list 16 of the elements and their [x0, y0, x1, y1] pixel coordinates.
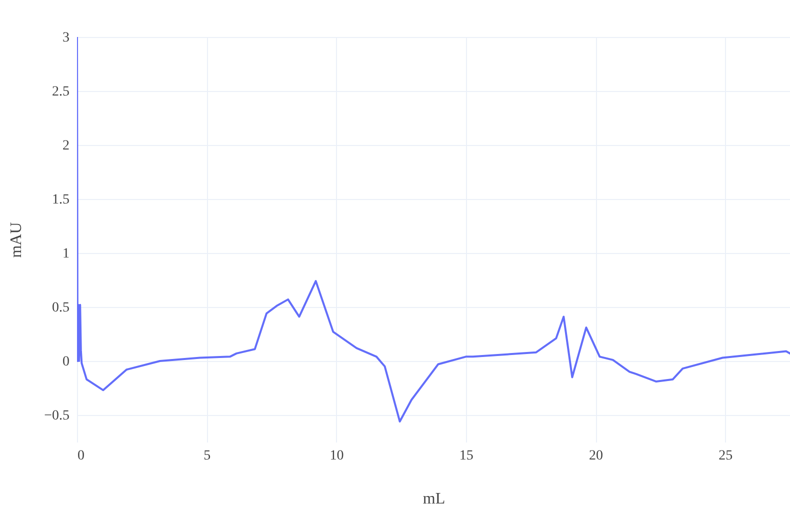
x-axis-title: mL	[422, 490, 446, 508]
y-axis-title: mAU	[8, 222, 26, 258]
x-tick-label: 25	[718, 448, 733, 464]
x-tick-label: 15	[459, 448, 474, 464]
y-tick-label: 2.5	[52, 84, 70, 100]
x-tick-label: 0	[78, 448, 84, 464]
y-tick-label: 0	[62, 354, 70, 370]
x-tick-label: 20	[589, 448, 604, 464]
y-tick-label: 1	[62, 246, 70, 262]
x-tick-label: 5	[204, 448, 211, 464]
y-tick-label: −0.5	[44, 408, 70, 424]
y-tick-label: 0.5	[52, 300, 70, 316]
y-tick-label: 2	[62, 138, 70, 154]
x-tick-label: 10	[330, 448, 344, 464]
y-tick-label: 3	[62, 30, 70, 46]
y-tick-label: 1.5	[52, 192, 70, 208]
